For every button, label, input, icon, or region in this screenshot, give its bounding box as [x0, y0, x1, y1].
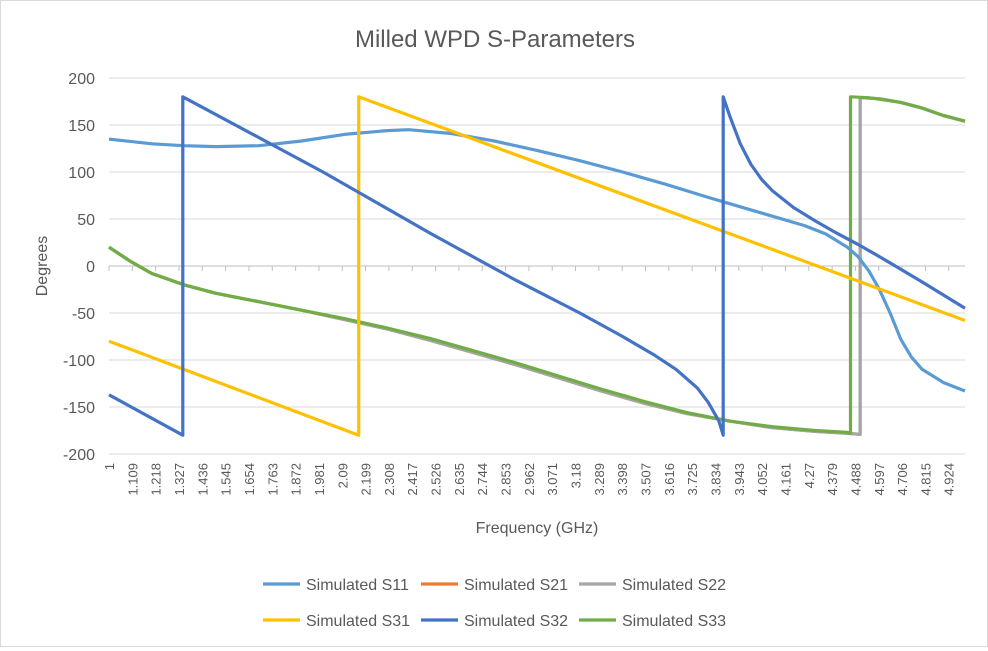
x-tick-label: 2.199	[359, 463, 374, 496]
x-tick-label: 3.507	[638, 463, 653, 496]
x-tick-label: 1.872	[289, 463, 304, 496]
x-axis-label: Frequency (GHz)	[476, 520, 599, 537]
x-tick-label: 4.924	[942, 463, 957, 496]
chart-title: Milled WPD S-Parameters	[355, 26, 635, 53]
legend-label: Simulated S33	[622, 613, 726, 630]
series-line-simulated-s33	[108, 95, 966, 435]
x-tick-label: 3.289	[592, 463, 607, 496]
y-tick-label: 200	[68, 71, 95, 88]
x-tick-label: 4.706	[895, 463, 910, 496]
legend-label: Simulated S21	[464, 577, 568, 594]
y-tick-label: -150	[63, 400, 95, 417]
x-tick-label: 2.417	[405, 463, 420, 496]
x-tick-label: 4.161	[778, 463, 793, 496]
x-tick-label: 2.962	[522, 463, 537, 496]
x-tick-label: 4.052	[755, 463, 770, 496]
x-tick-label: 1.654	[242, 463, 257, 496]
x-tick-label: 1.981	[312, 463, 327, 496]
x-tick-label: 2.744	[475, 463, 490, 496]
y-tick-label: -50	[72, 306, 95, 323]
series-lines	[108, 95, 966, 437]
x-tick-label: 1	[102, 463, 117, 470]
x-axis-ticks: 1 1.109 1.218 1.327 1.436 1.545 1.654 1.763 1.87…	[102, 266, 957, 496]
grid-lines	[109, 77, 965, 455]
x-tick-label: 3.18	[569, 463, 584, 488]
x-tick-label: 3.834	[708, 463, 723, 496]
x-tick-label: 2.635	[452, 463, 467, 496]
series-line-simulated-s31	[108, 95, 966, 437]
x-tick-label: 2.853	[499, 463, 514, 496]
legend-label: Simulated S11	[306, 577, 409, 594]
x-tick-label: 4.27	[802, 463, 817, 488]
x-tick-label: 3.725	[685, 463, 700, 496]
y-tick-label: 100	[68, 165, 95, 182]
x-tick-label: 3.398	[615, 463, 630, 496]
legend: Simulated S11 Simulated S21 Simulated S22 S…	[263, 577, 726, 630]
x-tick-label: 2.308	[382, 463, 397, 496]
x-tick-label: 1.436	[195, 463, 210, 496]
x-tick-label: 3.071	[545, 463, 560, 496]
x-tick-label: 3.943	[732, 463, 747, 496]
x-tick-label: 1.109	[125, 463, 140, 496]
y-tick-label: 150	[68, 118, 95, 135]
series-line-simulated-s32	[108, 95, 966, 437]
y-tick-label: -200	[63, 447, 95, 464]
series-line-simulated-s11	[108, 128, 966, 393]
y-tick-label: 0	[86, 259, 95, 276]
x-tick-label: 4.597	[872, 463, 887, 496]
legend-label: Simulated S31	[306, 613, 410, 630]
x-tick-label: 2.526	[429, 463, 444, 496]
x-tick-label: 4.815	[918, 463, 933, 496]
x-tick-label: 2.09	[335, 463, 350, 488]
legend-label: Simulated S32	[464, 613, 568, 630]
x-tick-label: 4.488	[848, 463, 863, 496]
y-axis-label: Degrees	[34, 236, 51, 296]
x-tick-label: 1.763	[265, 463, 280, 496]
y-tick-label: -100	[63, 353, 95, 370]
x-tick-label: 3.616	[662, 463, 677, 496]
y-axis-ticks: 200 150 100 50 0 -50 -100 -150 -200	[63, 71, 95, 464]
legend-label: Simulated S22	[622, 577, 726, 594]
x-tick-label: 1.218	[149, 463, 164, 496]
x-tick-label: 1.327	[172, 463, 187, 496]
y-tick-label: 50	[77, 212, 95, 229]
x-tick-label: 1.545	[219, 463, 234, 496]
x-tick-label: 4.379	[825, 463, 840, 496]
